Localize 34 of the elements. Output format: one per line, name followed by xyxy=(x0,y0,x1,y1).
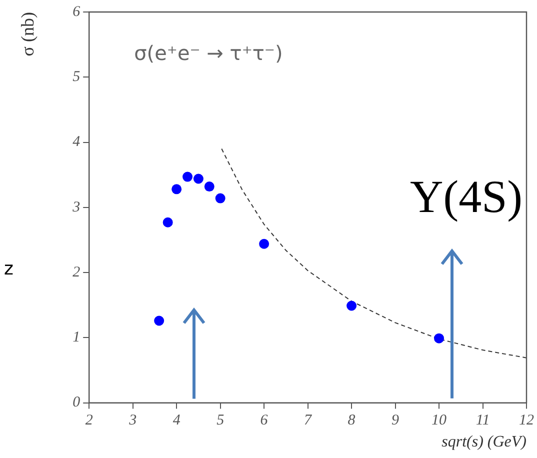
x-tick-label: 8 xyxy=(348,412,356,429)
annotation: σ(e⁺e⁻ → τ⁺τ⁻) xyxy=(134,41,283,65)
x-tick-label: 3 xyxy=(128,412,137,429)
x-tick-label: 5 xyxy=(216,412,225,429)
x-tick-label: 12 xyxy=(519,412,534,429)
x-tick-label: 6 xyxy=(260,412,268,429)
annotation: Y(4S) xyxy=(410,171,522,222)
y-tick-label: 1 xyxy=(72,330,80,346)
point xyxy=(193,174,204,184)
y-tick-label: 6 xyxy=(72,4,81,20)
x-tick-label: 4 xyxy=(172,412,181,429)
y-tick-label: 0 xyxy=(72,394,81,411)
point xyxy=(154,316,164,326)
y-tick-label: 2 xyxy=(72,264,81,280)
point xyxy=(172,184,182,194)
point xyxy=(215,193,226,204)
y-tick-label: 5 xyxy=(72,69,81,86)
x-tick-label: 9 xyxy=(392,412,400,429)
text: z xyxy=(4,258,14,280)
point xyxy=(162,217,173,228)
point xyxy=(182,172,193,182)
line-series xyxy=(221,148,526,358)
x-axis-title: sqrt(s) (GeV) xyxy=(442,434,526,451)
point xyxy=(204,182,214,192)
point xyxy=(346,300,357,311)
y-tick-label: 4 xyxy=(72,134,81,150)
x-tick-label: 11 xyxy=(476,412,490,429)
x-tick-label: 7 xyxy=(304,412,314,429)
x-tick-label: 10 xyxy=(432,412,448,429)
y-tick-label: 3 xyxy=(72,199,80,216)
point xyxy=(259,238,270,249)
y-axis-title: σ (nb) xyxy=(18,12,38,56)
point xyxy=(434,333,444,344)
x-tick-label: 2 xyxy=(85,412,94,429)
